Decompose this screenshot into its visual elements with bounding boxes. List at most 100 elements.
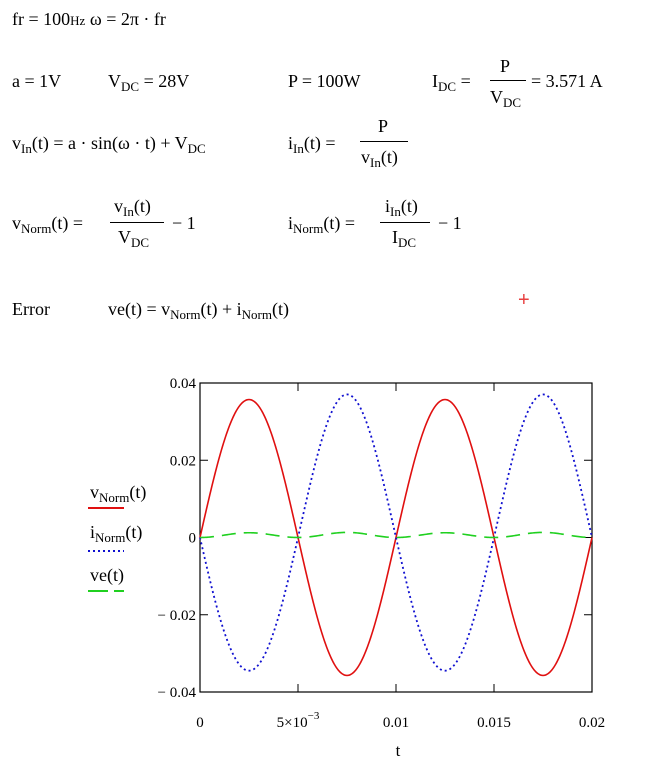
inorm-num-sub: In <box>390 204 401 219</box>
fr-unit: Hz <box>70 13 86 28</box>
iin-den: vIn(t) <box>361 147 398 169</box>
x-tick-label-0: 0 <box>196 715 204 731</box>
legend-ve-var: ve(t) <box>90 565 124 585</box>
error-t2-arg: (t) <box>271 299 289 319</box>
inorm-lhs-sub: Norm <box>293 221 324 236</box>
vnorm-lhs-arg: (t) <box>51 213 69 233</box>
error-eq: = <box>146 299 157 319</box>
inorm-den-sub: DC <box>398 235 417 250</box>
vnorm-den: VDC <box>118 227 149 249</box>
vnorm-num-arg: (t) <box>133 196 151 216</box>
eq-p[interactable]: P = 100W <box>288 72 361 90</box>
error-label: Error <box>12 299 50 319</box>
eq-vin[interactable]: vIn(t) = a · sin(ω · t) + VDC <box>12 133 206 155</box>
inorm-eq: = <box>344 213 356 233</box>
iin-lhs: iIn(t) = <box>288 133 336 155</box>
x-tick-label-3: 0.015 <box>477 715 511 731</box>
iin-den-var: v <box>361 147 370 167</box>
fr-value: 100 <box>43 9 71 29</box>
idc-eq: = <box>460 71 471 91</box>
x-tick-label-2: 0.01 <box>383 715 409 731</box>
vnorm-den-var: V <box>118 227 131 247</box>
vdc-sub: DC <box>121 79 140 94</box>
idc-den-sub: DC <box>503 95 522 110</box>
iin-fraction-bar <box>360 141 408 142</box>
legend-label-inorm: iNorm(t) <box>90 522 143 544</box>
iin-lhs-sub: In <box>293 141 304 156</box>
eq-a[interactable]: a = 1V <box>12 72 61 90</box>
legend-vnorm-arg: (t) <box>129 482 147 502</box>
legend-inorm-arg: (t) <box>125 522 143 542</box>
vnorm-den-sub: DC <box>131 235 150 250</box>
series-line-inorm <box>199 393 593 672</box>
vin-lhs-var: v <box>12 133 21 153</box>
inorm-lhs: iNorm(t) = <box>288 213 356 235</box>
iin-lhs-arg: (t) <box>303 133 321 153</box>
legend-inorm-sub: Norm <box>95 530 126 545</box>
p-var: P <box>288 71 298 91</box>
p-value: 100W <box>316 71 361 91</box>
vnorm-lhs: vNorm(t) = <box>12 213 83 235</box>
vnorm-lhs-sub: Norm <box>21 221 52 236</box>
vnorm-num: vIn(t) <box>114 196 151 218</box>
fr-var: fr <box>12 9 24 29</box>
inorm-num: iIn(t) <box>385 196 418 218</box>
y-tick-label-3: − 0.02 <box>158 608 196 624</box>
vnorm-lhs-var: v <box>12 213 21 233</box>
a-var: a <box>12 71 20 91</box>
error-t1-arg: (t) + i <box>200 299 242 319</box>
idc-fraction-bar <box>490 80 526 81</box>
vin-eq: = <box>53 133 64 153</box>
fr-eq: = <box>28 9 39 29</box>
error-t1-sub: Norm <box>170 307 201 322</box>
a-eq: = <box>24 71 35 91</box>
omega-eq: = <box>106 9 117 29</box>
iin-num: P <box>378 116 389 136</box>
vin-lhs-arg: (t) <box>31 133 49 153</box>
error-t2-sub: Norm <box>241 307 272 322</box>
vnorm-tail: − 1 <box>172 213 196 233</box>
vnorm-fraction-bar <box>110 222 164 223</box>
plot-area: 0.04 0.02 0 − 0.02 − 0.04 0 5×10−3 0.01 0.015 0.0… <box>158 376 606 760</box>
vin-rhs: a · sin(ω · t) + V <box>68 133 188 153</box>
eq-vdc[interactable]: VDC = 28V <box>108 71 190 93</box>
legend-inorm-var: i <box>90 522 96 542</box>
p-eq: = <box>301 71 312 91</box>
y-tick-label-0: 0.04 <box>170 376 197 392</box>
y-tick-label-2: 0 <box>189 531 197 547</box>
vdc-var: V <box>108 71 121 91</box>
omega-var: ω <box>89 9 102 29</box>
inorm-num-var: i <box>385 196 391 216</box>
idc-num: P <box>500 56 511 76</box>
insertion-crosshair-icon[interactable]: + <box>518 289 530 311</box>
vin-rhs-sub: DC <box>187 141 206 156</box>
eq-fr[interactable]: fr = 100Hz ω = 2π · fr <box>12 10 166 28</box>
error-lhs: ve(t) <box>108 299 142 319</box>
inorm-den-var: I <box>392 227 398 247</box>
iin-den-arg: (t) <box>380 147 398 167</box>
idc-result: = 3.571 A <box>531 71 603 91</box>
legend-label-ve: ve(t) <box>90 566 124 584</box>
a-value: 1V <box>39 71 62 91</box>
inorm-den: IDC <box>392 227 416 249</box>
series-line-vnorm <box>199 398 593 677</box>
inorm-fraction-bar <box>380 222 430 223</box>
vdc-value: 28V <box>158 71 190 91</box>
eq-error[interactable]: ve(t) = vNorm(t) + iNorm(t) <box>108 299 289 321</box>
inorm-tail: − 1 <box>438 213 462 233</box>
x-tick-label-4: 0.02 <box>579 715 605 731</box>
inorm-lhs-arg: (t) <box>323 213 341 233</box>
vnorm-eq: = <box>72 213 83 233</box>
vnorm-num-var: v <box>114 196 123 216</box>
iin-lhs-var: i <box>288 133 294 153</box>
x-tick-label-1: 5×10−3 <box>277 710 320 731</box>
vdc-eq: = <box>143 71 154 91</box>
y-tick-label-4: − 0.04 <box>158 685 197 701</box>
idc-den: VDC <box>490 87 521 109</box>
idc-den-var: V <box>490 87 503 107</box>
iin-eq: = <box>325 133 336 153</box>
idc-var: I <box>432 71 438 91</box>
inorm-num-arg: (t) <box>400 196 418 216</box>
vin-lhs-sub: In <box>21 141 32 156</box>
